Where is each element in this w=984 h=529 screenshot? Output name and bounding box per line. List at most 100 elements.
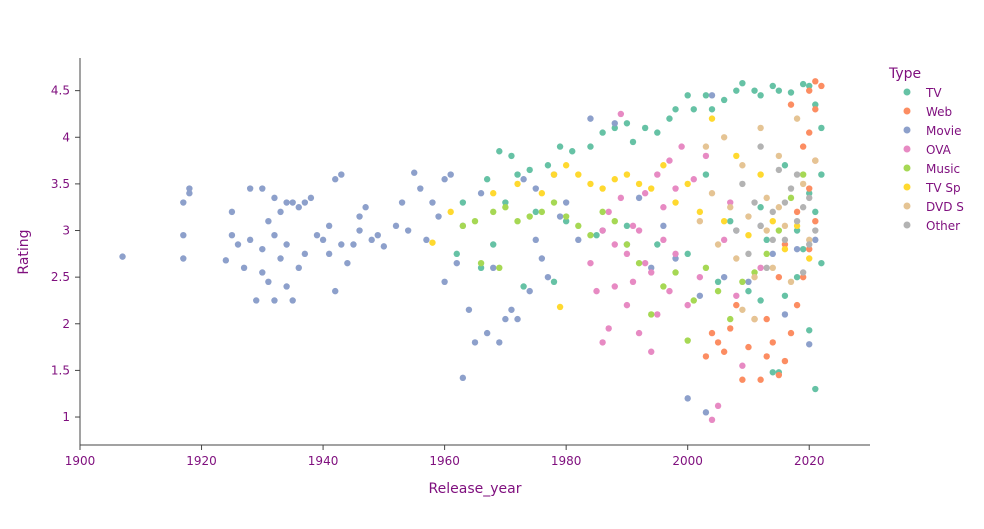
data-point[interactable] [690,176,697,183]
data-point[interactable] [799,269,807,276]
data-point[interactable] [775,204,783,211]
data-point[interactable] [490,264,497,272]
data-point[interactable] [708,115,716,122]
data-point[interactable] [447,171,454,178]
data-point[interactable] [180,199,187,206]
data-point[interactable] [757,124,764,132]
data-point[interactable] [666,157,673,164]
data-point[interactable] [739,306,746,313]
data-point[interactable] [417,185,424,192]
data-point[interactable] [757,264,764,272]
data-point[interactable] [799,245,807,253]
data-point[interactable] [702,143,710,150]
data-point[interactable] [301,250,309,258]
data-point[interactable] [660,162,667,169]
data-point[interactable] [769,217,776,225]
data-point[interactable] [441,176,448,183]
data-point[interactable] [696,208,704,216]
data-point[interactable] [587,231,594,239]
data-point[interactable] [240,264,248,272]
data-point[interactable] [490,241,497,248]
data-point[interactable] [806,327,813,334]
data-point[interactable] [739,79,746,87]
data-point[interactable] [423,236,430,244]
data-point[interactable] [757,297,764,304]
data-point[interactable] [812,101,819,108]
data-point[interactable] [654,311,661,318]
data-point[interactable] [799,273,807,281]
data-point[interactable] [751,269,758,276]
data-point[interactable] [799,143,807,150]
data-point[interactable] [575,171,582,178]
data-point[interactable] [635,227,643,234]
data-point[interactable] [228,231,236,239]
data-point[interactable] [344,259,351,267]
data-point[interactable] [727,204,734,211]
legend-item[interactable]: DVD S [903,200,964,214]
data-point[interactable] [538,208,546,216]
data-point[interactable] [672,250,679,258]
data-point[interactable] [781,199,789,206]
data-point[interactable] [745,287,752,295]
data-point[interactable] [806,241,813,248]
data-point[interactable] [793,227,801,234]
data-point[interactable] [812,78,819,85]
data-point[interactable] [611,124,618,132]
data-point[interactable] [660,222,667,230]
data-point[interactable] [253,297,260,304]
data-point[interactable] [769,208,776,216]
data-point[interactable] [684,301,691,309]
legend-item[interactable]: Web [903,105,953,119]
data-point[interactable] [490,208,497,216]
data-point[interactable] [496,148,503,155]
data-point[interactable] [757,204,764,211]
data-point[interactable] [696,273,704,281]
data-point[interactable] [502,315,509,323]
data-point[interactable] [532,208,539,216]
data-point[interactable] [635,329,643,337]
data-point[interactable] [538,190,546,197]
data-point[interactable] [362,204,369,211]
data-point[interactable] [751,87,758,94]
data-point[interactable] [769,339,776,346]
data-point[interactable] [775,273,783,281]
data-point[interactable] [702,264,710,272]
data-point[interactable] [508,306,515,313]
data-point[interactable] [660,204,667,211]
data-point[interactable] [271,231,278,239]
data-point[interactable] [708,329,716,337]
data-point[interactable] [502,199,509,206]
data-point[interactable] [714,241,722,248]
data-point[interactable] [611,217,618,225]
data-point[interactable] [593,231,600,239]
data-point[interactable] [277,208,284,216]
data-point[interactable] [806,129,813,136]
data-point[interactable] [799,180,807,188]
data-point[interactable] [714,402,722,410]
data-point[interactable] [587,115,594,122]
data-point[interactable] [806,185,813,192]
data-point[interactable] [429,239,436,246]
data-point[interactable] [648,264,655,272]
data-point[interactable] [812,385,819,393]
data-point[interactable] [283,199,290,206]
data-point[interactable] [526,166,533,174]
data-point[interactable] [575,236,582,244]
data-point[interactable] [411,169,418,176]
data-point[interactable] [623,120,631,127]
data-point[interactable] [702,92,710,99]
data-point[interactable] [806,236,813,244]
data-point[interactable] [720,217,728,225]
data-point[interactable] [119,253,126,260]
data-point[interactable] [623,250,631,258]
data-point[interactable] [556,213,564,220]
data-point[interactable] [544,273,552,281]
data-point[interactable] [532,185,539,192]
data-point[interactable] [459,199,467,206]
data-point[interactable] [763,315,770,323]
data-point[interactable] [186,185,193,192]
data-point[interactable] [246,185,254,192]
data-point[interactable] [556,143,564,150]
data-point[interactable] [508,152,515,160]
data-point[interactable] [793,171,801,178]
